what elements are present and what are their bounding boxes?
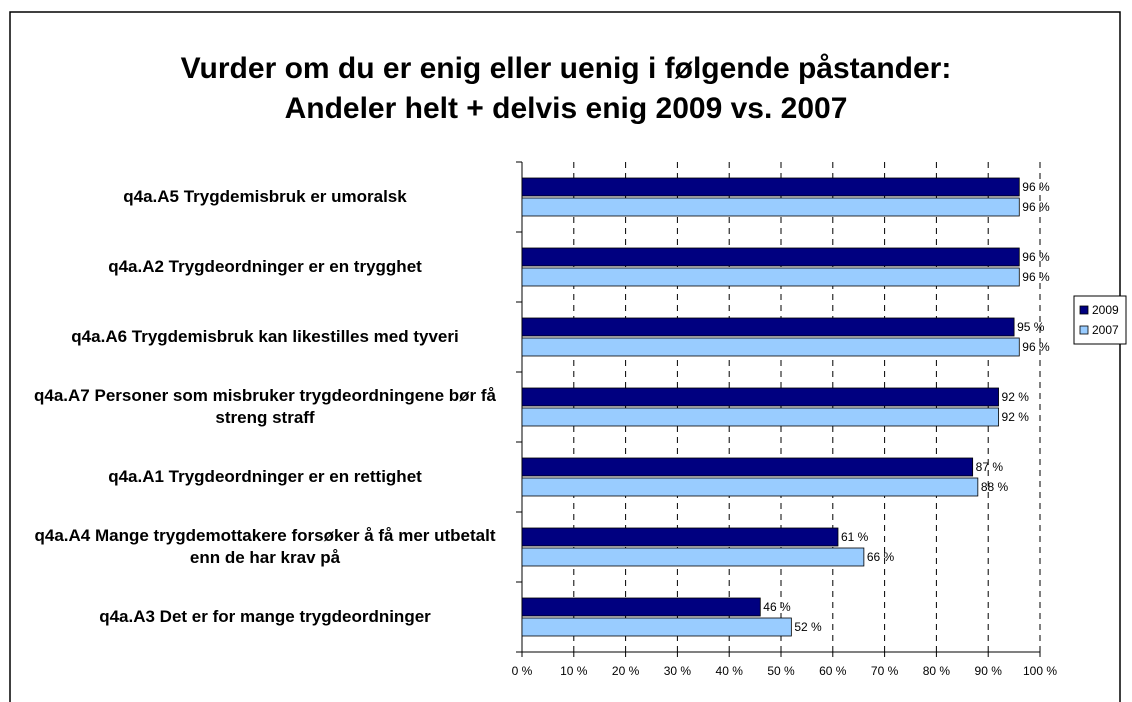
frame: [9, 11, 1121, 702]
bar: [521, 267, 1020, 287]
y-tick-label: q4a.A3 Det er for mange trygdeordninger: [99, 607, 431, 626]
x-tick-label: 20 %: [612, 664, 640, 678]
legend-swatch: [1079, 305, 1089, 315]
bar: [521, 197, 1020, 217]
bar: [521, 527, 839, 547]
bar: [521, 407, 999, 427]
value-label: 96 %: [1022, 340, 1050, 354]
bar: [521, 457, 974, 477]
legend-label: 2007: [1092, 323, 1119, 337]
bar: [521, 317, 1015, 337]
x-tick-label: 0 %: [512, 664, 533, 678]
y-tick-label: q4a.A5 Trygdemisbruk er umoralsk: [123, 187, 407, 206]
bar: [521, 477, 979, 497]
bar: [521, 177, 1020, 197]
bar: [521, 387, 999, 407]
value-label: 87 %: [976, 460, 1004, 474]
y-tick-label: q4a.A7 Personer som misbruker trygdeordn…: [34, 386, 496, 427]
value-label: 46 %: [763, 600, 791, 614]
legend-box: [1073, 295, 1127, 345]
x-tick-label: 10 %: [560, 664, 588, 678]
value-label: 66 %: [867, 550, 895, 564]
bar: [521, 247, 1020, 267]
value-label: 52 %: [794, 620, 822, 634]
x-tick-label: 100 %: [1023, 664, 1057, 678]
x-tick-label: 50 %: [767, 664, 795, 678]
value-label: 96 %: [1022, 200, 1050, 214]
chart-title: Andeler helt + delvis enig 2009 vs. 2007: [285, 92, 848, 125]
x-tick-label: 40 %: [716, 664, 744, 678]
bar: [521, 337, 1020, 357]
x-tick-label: 30 %: [664, 664, 692, 678]
bar: [521, 597, 761, 617]
value-label: 92 %: [1002, 410, 1030, 424]
legend-swatch: [1079, 325, 1089, 335]
x-tick-label: 70 %: [871, 664, 899, 678]
bar: [521, 617, 792, 637]
chart-title: Vurder om du er enig eller uenig i følge…: [181, 52, 952, 85]
y-tick-label: q4a.A4 Mange trygdemottakere forsøker å …: [34, 526, 496, 567]
x-tick-label: 90 %: [975, 664, 1003, 678]
y-tick-label: q4a.A1 Trygdeordninger er en rettighet: [108, 467, 422, 486]
y-tick-label: q4a.A2 Trygdeordninger er en trygghet: [108, 257, 422, 276]
value-label: 96 %: [1022, 180, 1050, 194]
legend-label: 2009: [1092, 303, 1119, 317]
value-label: 96 %: [1022, 250, 1050, 264]
x-tick-label: 80 %: [923, 664, 951, 678]
value-label: 96 %: [1022, 270, 1050, 284]
value-label: 61 %: [841, 530, 869, 544]
y-tick-label: q4a.A6 Trygdemisbruk kan likestilles med…: [71, 327, 459, 346]
bar: [521, 547, 865, 567]
x-tick-label: 60 %: [819, 664, 847, 678]
value-label: 92 %: [1002, 390, 1030, 404]
value-label: 95 %: [1017, 320, 1045, 334]
value-label: 88 %: [981, 480, 1009, 494]
